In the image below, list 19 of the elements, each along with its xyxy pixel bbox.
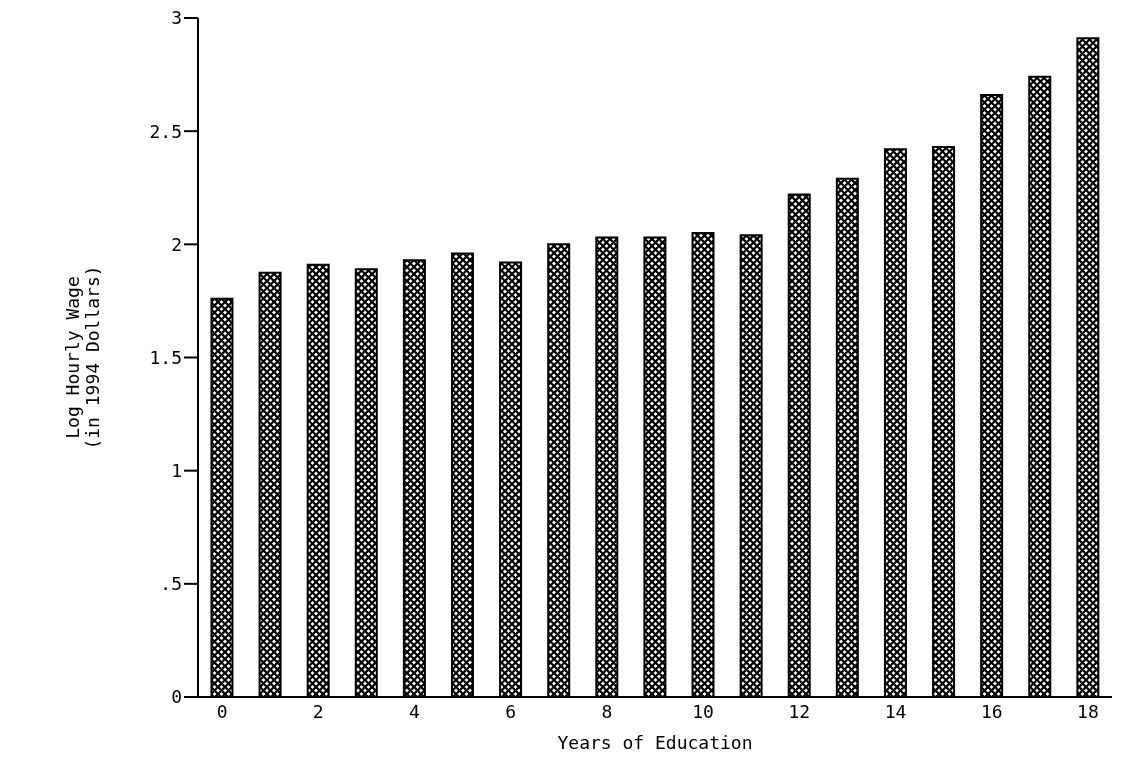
x-tick-label: 10 — [692, 700, 714, 722]
y-tick-label: 1 — [171, 460, 182, 482]
y-tick-label: 0 — [171, 686, 182, 708]
x-tick-label: 2 — [312, 700, 324, 722]
y-tick-label: 3 — [171, 7, 182, 29]
x-tick-label: 4 — [409, 700, 420, 722]
y-axis-title: Log Hourly Wage (in 1994 Dollars) — [62, 265, 103, 450]
x-tick-label: 0 — [216, 700, 228, 722]
x-tick-label: 12 — [788, 700, 811, 722]
x-tick-label: 16 — [980, 700, 1003, 722]
y-tick-label: 1.5 — [149, 346, 182, 368]
y-tick-label: 2.5 — [149, 120, 182, 142]
x-tick-label: 8 — [601, 700, 613, 722]
y-tick-label: .5 — [160, 573, 182, 595]
x-tick-label: 6 — [505, 700, 517, 722]
x-tick-label: 14 — [884, 700, 907, 722]
x-tick-label: 18 — [1077, 700, 1099, 722]
x-axis-title: Years of Education — [557, 732, 753, 753]
y-tick-label: 2 — [171, 233, 182, 255]
